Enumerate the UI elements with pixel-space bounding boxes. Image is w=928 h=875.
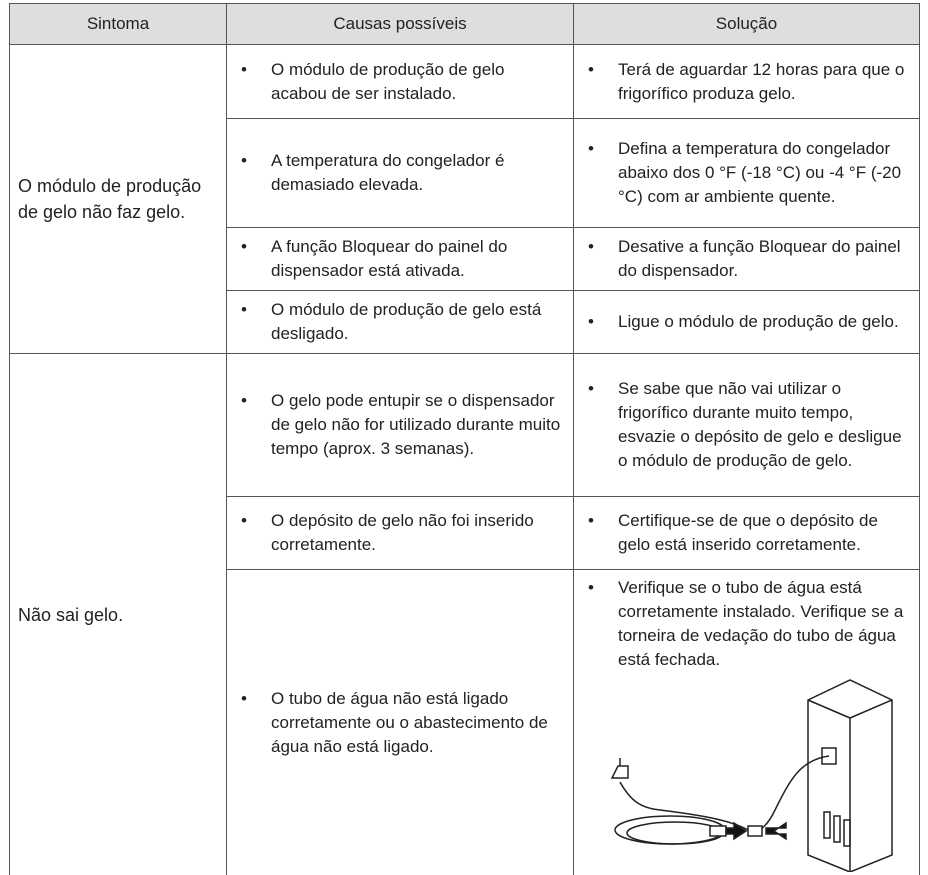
cause-cell: O depósito de gelo não foi inserido corr… <box>226 496 574 570</box>
troubleshooting-table: Sintoma Causas possíveis Solução O módulo … <box>9 3 920 875</box>
header-cell: Causas possíveis <box>226 3 574 45</box>
cause-cell: O módulo de produção de gelo acabou de s… <box>226 44 574 119</box>
solution-text: Desative a função Bloquear do painel do … <box>574 229 919 289</box>
cause-text: O depósito de gelo não foi inserido corr… <box>227 503 573 563</box>
solution-cell: Terá de aguardar 12 horas para que o fri… <box>573 44 920 119</box>
solution-text: Ligue o módulo de produção de gelo. <box>574 304 919 340</box>
table-row: O módulo de produção de gelo não faz gel… <box>9 44 920 354</box>
solution-text: Certifique-se de que o depósito de gelo … <box>574 503 919 563</box>
solution-cell: Defina a temperatura do congelador abaix… <box>573 118 920 228</box>
cause-text: O tubo de água não está ligado corretame… <box>227 681 573 765</box>
cause-text: O módulo de produção de gelo acabou de s… <box>227 52 573 112</box>
cause-text: O gelo pode entupir se o dispensador de … <box>227 383 573 467</box>
table-row: A função Bloquear do painel do dispensad… <box>10 227 920 291</box>
symptom-cell: Não sai gelo. <box>9 353 227 875</box>
cause-cell: O gelo pode entupir se o dispensador de … <box>226 353 574 497</box>
table-row: O módulo de produção de gelo está deslig… <box>10 290 920 354</box>
header-cell: Sintoma <box>9 3 227 45</box>
solution-cell: Certifique-se de que o depósito de gelo … <box>573 496 920 570</box>
solution-cell: Se sabe que não vai utilizar o frigorífi… <box>573 353 920 497</box>
solution-text: Verifique se o tubo de água está correta… <box>574 570 919 678</box>
table-row: Não sai gelo.O gelo pode entupir se o di… <box>9 353 920 875</box>
cause-text: A função Bloquear do painel do dispensad… <box>227 229 573 289</box>
solution-text: Defina a temperatura do congelador abaix… <box>574 131 919 215</box>
solution-cell: Ligue o módulo de produção de gelo. <box>573 290 920 354</box>
cause-cell: O módulo de produção de gelo está deslig… <box>226 290 574 354</box>
cause-cell: O tubo de água não está ligado corretame… <box>226 569 574 875</box>
header-cell: Solução <box>573 3 920 45</box>
solution-cell: Desative a função Bloquear do painel do … <box>573 227 920 291</box>
table-row: A temperatura do congelador é demasiado … <box>10 118 920 228</box>
cause-cell: A função Bloquear do painel do dispensad… <box>226 227 574 291</box>
solution-text: Se sabe que não vai utilizar o frigorífi… <box>574 371 919 479</box>
cause-text: A temperatura do congelador é demasiado … <box>227 143 573 203</box>
cause-cell: A temperatura do congelador é demasiado … <box>226 118 574 228</box>
table-row: O tubo de água não está ligado corretame… <box>10 569 920 875</box>
water-connection-illustration <box>610 679 893 872</box>
symptom-cell: O módulo de produção de gelo não faz gel… <box>9 44 227 354</box>
header-row: Sintoma Causas possíveis Solução <box>9 3 920 45</box>
solution-text: Terá de aguardar 12 horas para que o fri… <box>574 52 919 112</box>
cause-text: O módulo de produção de gelo está deslig… <box>227 292 573 352</box>
